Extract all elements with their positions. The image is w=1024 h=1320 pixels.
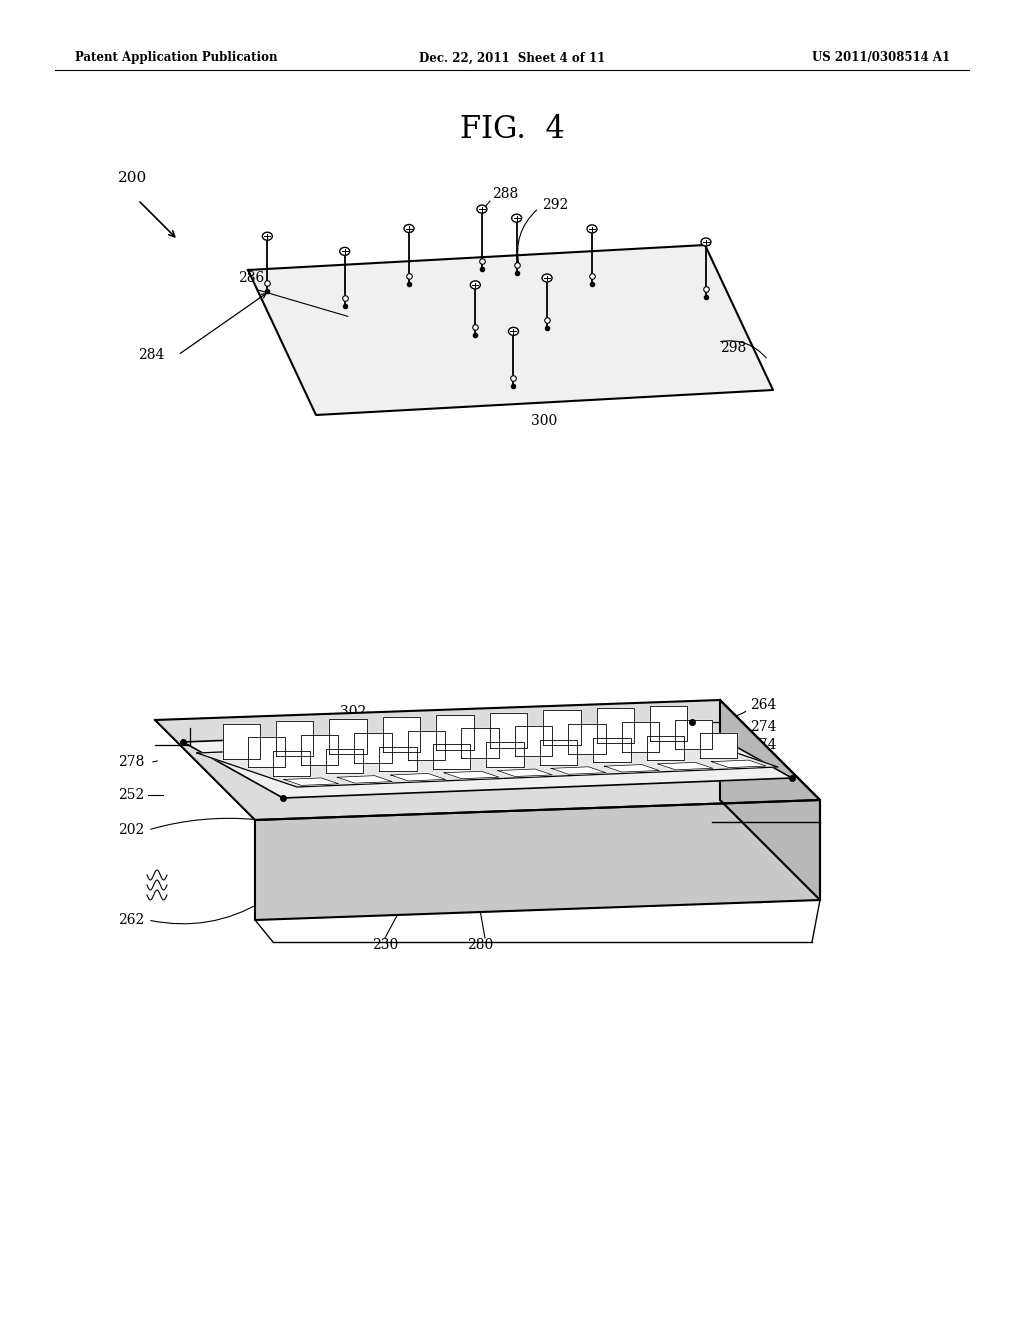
Text: 300: 300 bbox=[531, 414, 558, 429]
Polygon shape bbox=[255, 800, 820, 920]
Polygon shape bbox=[383, 717, 420, 752]
Polygon shape bbox=[720, 700, 820, 900]
Text: Patent Application Publication: Patent Application Publication bbox=[75, 51, 278, 65]
Ellipse shape bbox=[477, 205, 487, 213]
Ellipse shape bbox=[512, 214, 521, 222]
Polygon shape bbox=[543, 710, 581, 746]
Polygon shape bbox=[597, 708, 634, 743]
Polygon shape bbox=[498, 770, 553, 776]
Text: 214: 214 bbox=[648, 871, 675, 884]
Polygon shape bbox=[433, 744, 470, 770]
Polygon shape bbox=[155, 700, 820, 820]
Polygon shape bbox=[444, 771, 499, 779]
Text: 284: 284 bbox=[138, 348, 165, 362]
Polygon shape bbox=[326, 748, 364, 774]
Text: 278: 278 bbox=[118, 755, 144, 770]
Text: 264: 264 bbox=[750, 698, 776, 711]
Polygon shape bbox=[489, 713, 527, 747]
Polygon shape bbox=[390, 774, 445, 781]
Polygon shape bbox=[540, 741, 578, 764]
Text: 298: 298 bbox=[720, 341, 746, 355]
Text: FIG.  4: FIG. 4 bbox=[460, 115, 564, 145]
Text: 230: 230 bbox=[372, 939, 398, 952]
Polygon shape bbox=[461, 729, 499, 758]
Polygon shape bbox=[248, 738, 285, 767]
Polygon shape bbox=[646, 735, 684, 760]
Polygon shape bbox=[380, 747, 417, 771]
Polygon shape bbox=[197, 733, 778, 787]
Text: 288: 288 bbox=[492, 187, 518, 201]
Ellipse shape bbox=[262, 232, 272, 240]
Polygon shape bbox=[593, 738, 631, 762]
Ellipse shape bbox=[701, 238, 711, 246]
Text: 200: 200 bbox=[118, 172, 147, 185]
Text: Dec. 22, 2011  Sheet 4 of 11: Dec. 22, 2011 Sheet 4 of 11 bbox=[419, 51, 605, 65]
Text: 302: 302 bbox=[340, 705, 367, 719]
Text: 280: 280 bbox=[467, 939, 494, 952]
Text: US 2011/0308514 A1: US 2011/0308514 A1 bbox=[812, 51, 950, 65]
Polygon shape bbox=[183, 722, 792, 799]
Ellipse shape bbox=[340, 247, 350, 255]
Polygon shape bbox=[515, 726, 552, 756]
Text: 274: 274 bbox=[750, 738, 776, 752]
Polygon shape bbox=[486, 742, 523, 767]
Polygon shape bbox=[657, 763, 713, 770]
Polygon shape bbox=[551, 767, 606, 775]
Polygon shape bbox=[301, 735, 338, 764]
Polygon shape bbox=[275, 722, 313, 756]
Text: 286: 286 bbox=[238, 271, 264, 285]
Polygon shape bbox=[622, 722, 659, 751]
Polygon shape bbox=[568, 725, 605, 754]
Polygon shape bbox=[330, 719, 367, 754]
Polygon shape bbox=[675, 719, 713, 750]
Polygon shape bbox=[650, 706, 687, 741]
Text: 292: 292 bbox=[542, 198, 568, 213]
Text: 220: 220 bbox=[258, 729, 285, 742]
Ellipse shape bbox=[542, 275, 552, 282]
Polygon shape bbox=[712, 760, 766, 768]
Ellipse shape bbox=[587, 224, 597, 232]
Polygon shape bbox=[604, 764, 659, 772]
Ellipse shape bbox=[470, 281, 480, 289]
Polygon shape bbox=[284, 777, 339, 785]
Polygon shape bbox=[248, 246, 773, 414]
Polygon shape bbox=[436, 714, 474, 750]
Ellipse shape bbox=[509, 327, 518, 335]
Polygon shape bbox=[272, 751, 310, 776]
Polygon shape bbox=[408, 731, 445, 760]
Polygon shape bbox=[337, 776, 392, 783]
Polygon shape bbox=[700, 734, 737, 758]
Text: 252: 252 bbox=[118, 788, 144, 803]
Text: 262: 262 bbox=[118, 913, 144, 927]
Polygon shape bbox=[354, 733, 392, 763]
Polygon shape bbox=[222, 723, 260, 759]
Text: 294: 294 bbox=[648, 833, 675, 847]
Text: 202: 202 bbox=[118, 822, 144, 837]
Text: 274: 274 bbox=[750, 719, 776, 734]
Ellipse shape bbox=[404, 224, 414, 232]
